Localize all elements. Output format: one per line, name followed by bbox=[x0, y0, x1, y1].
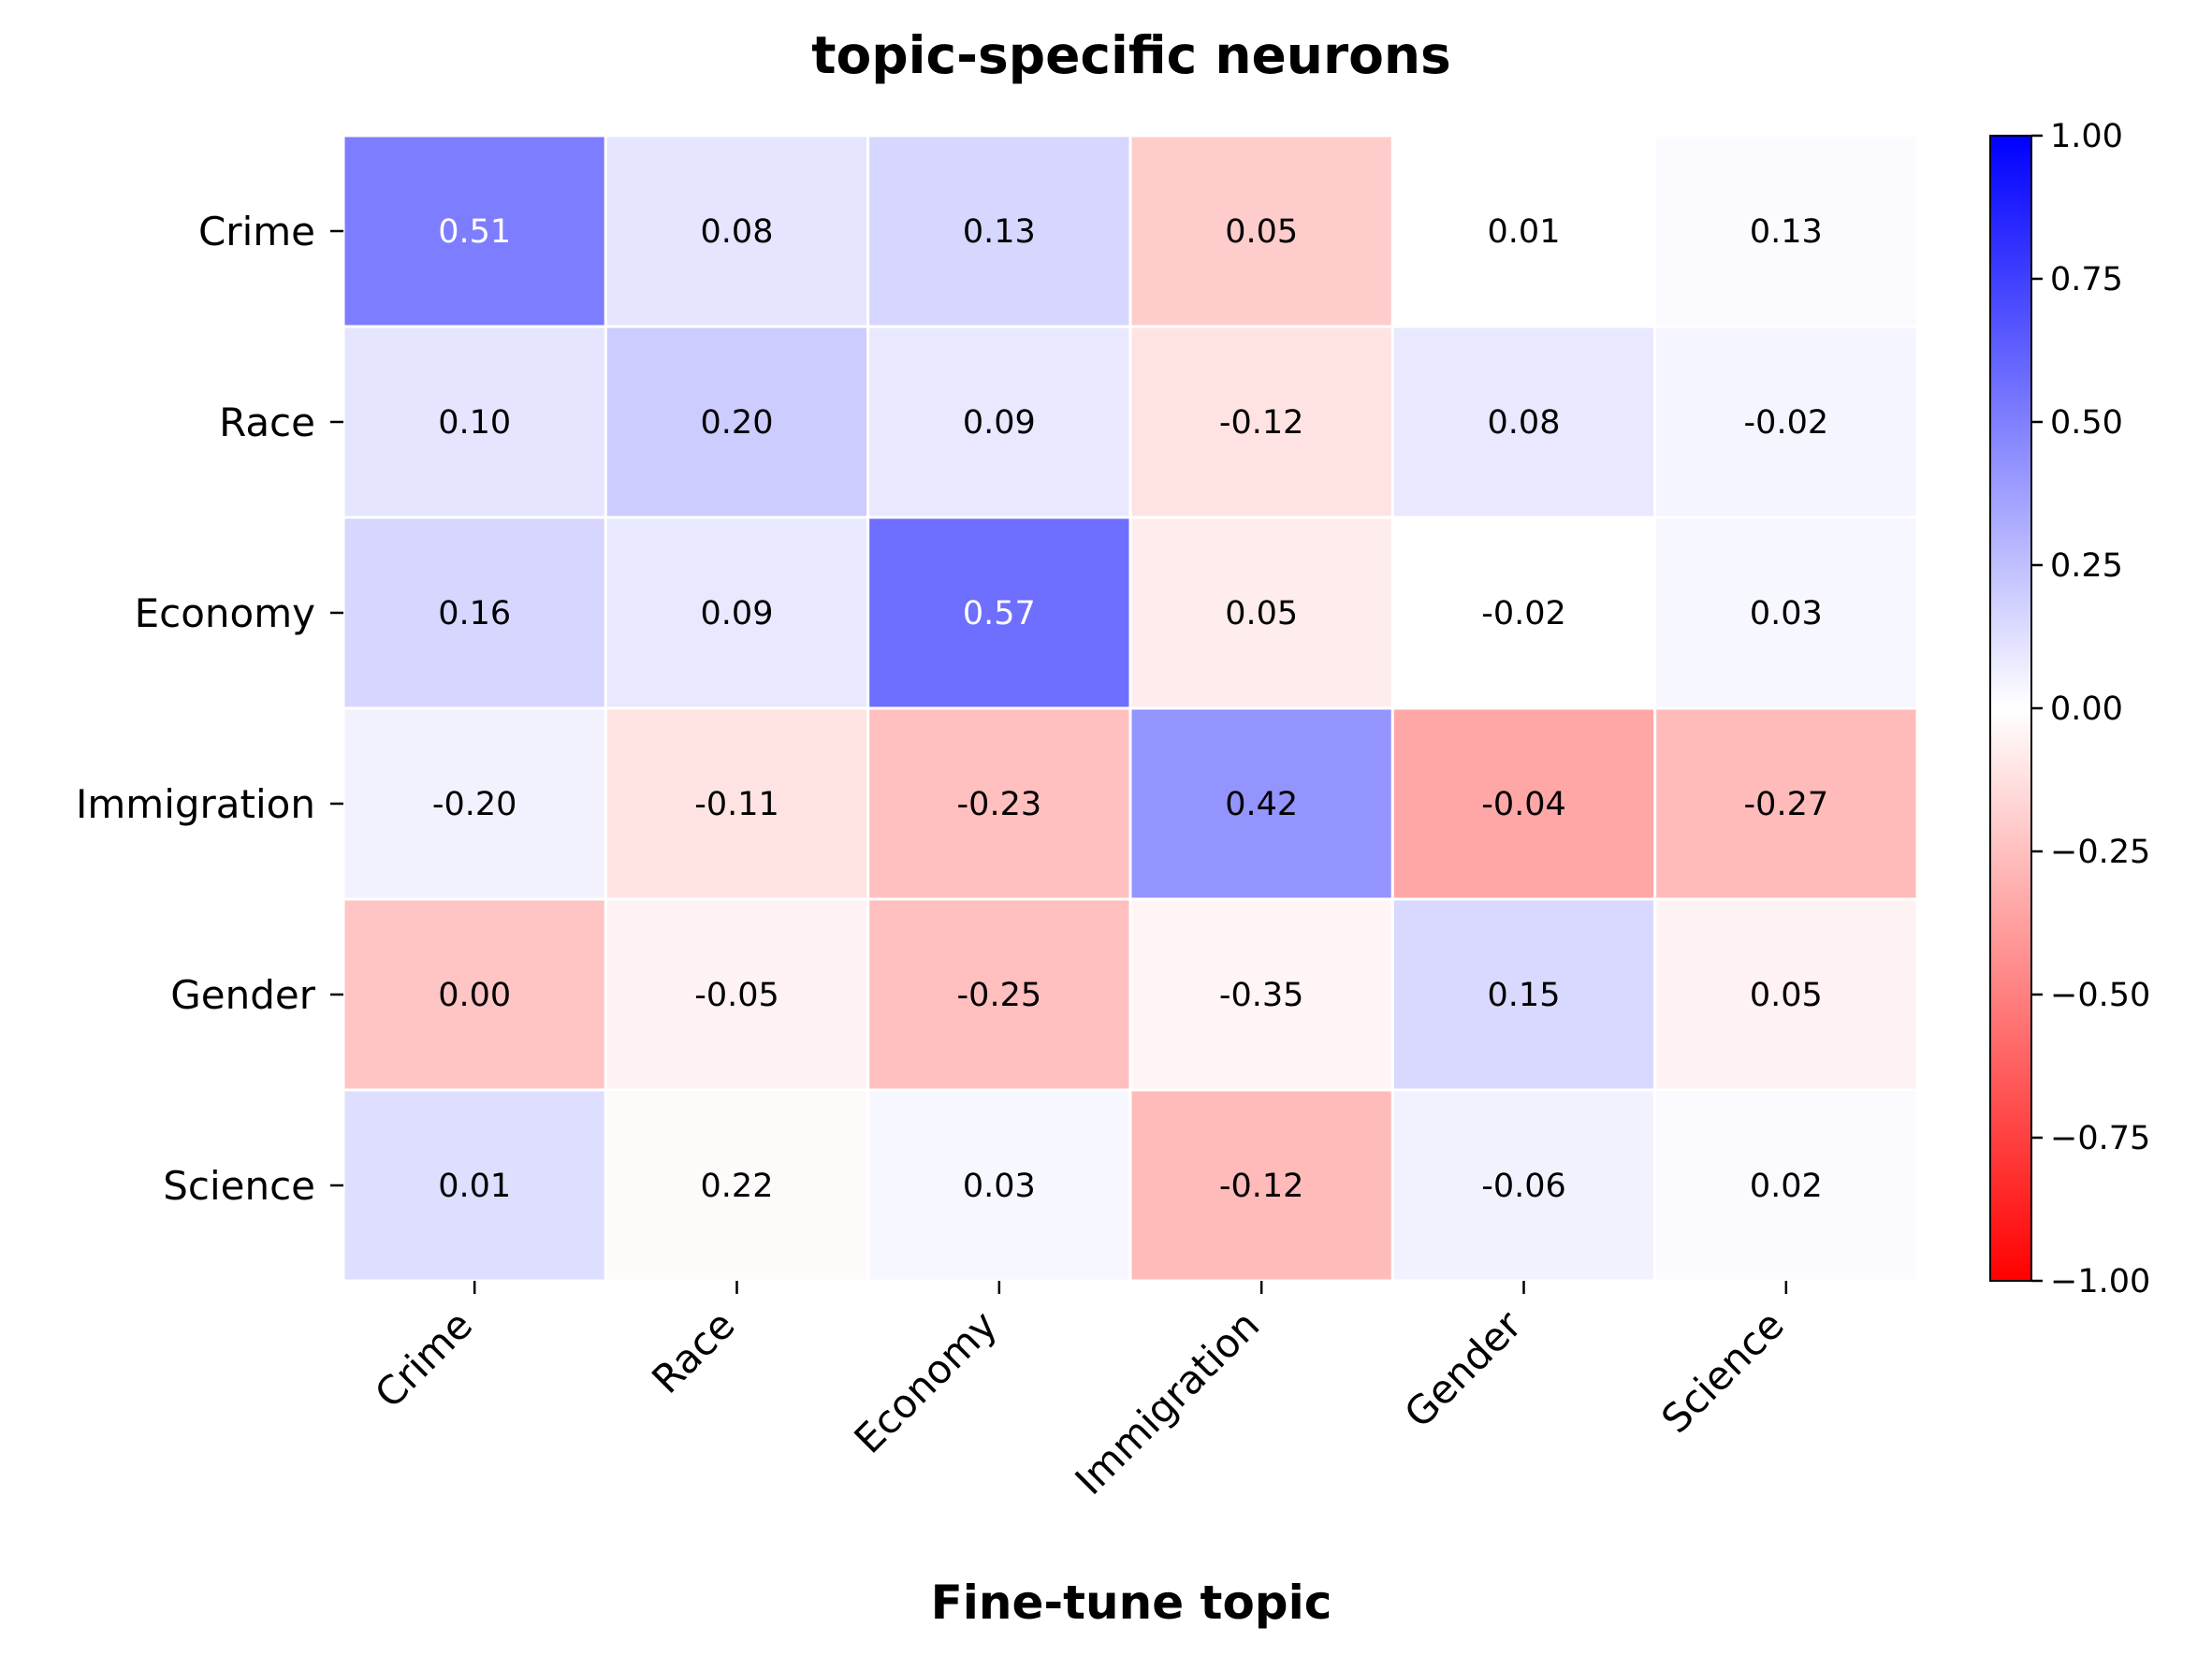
colorbar-tick-label: −0.75 bbox=[2050, 1120, 2150, 1157]
cell-value-label: 0.13 bbox=[963, 213, 1036, 251]
y-tick-label: Science bbox=[163, 1163, 315, 1209]
chart-title: topic-specific neurons bbox=[811, 25, 1451, 85]
heatmap-cell bbox=[866, 134, 1132, 328]
heatmap-cell bbox=[1128, 134, 1394, 328]
heatmap-cell bbox=[1390, 134, 1657, 328]
cell-value-label: -0.06 bbox=[1481, 1168, 1566, 1205]
x-tick-label: Science bbox=[1652, 1301, 1793, 1442]
cell-value-label: 0.03 bbox=[1750, 595, 1823, 632]
cell-value-label: 0.00 bbox=[438, 977, 511, 1014]
colorbar-tick-label: −0.25 bbox=[2050, 834, 2150, 871]
heatmap-cell bbox=[342, 706, 607, 901]
heatmap-cell bbox=[604, 325, 870, 519]
cell-value-label: -0.12 bbox=[1219, 404, 1304, 442]
heatmap-cell bbox=[1390, 706, 1657, 901]
cell-value-label: 0.09 bbox=[963, 404, 1036, 442]
heatmap-cells bbox=[342, 134, 1919, 1283]
cell-value-label: 0.51 bbox=[438, 213, 511, 251]
heatmap-cell bbox=[1653, 516, 1919, 710]
heatmap-cell bbox=[1653, 897, 1919, 1092]
heatmap-cell bbox=[1128, 706, 1394, 901]
cell-value-label: 0.03 bbox=[963, 1168, 1036, 1205]
colorbar-tick-label: 0.50 bbox=[2050, 404, 2123, 442]
heatmap-cell bbox=[1653, 325, 1919, 519]
cell-value-label: 0.08 bbox=[1488, 404, 1561, 442]
heatmap-cell bbox=[1390, 897, 1657, 1092]
heatmap-cell bbox=[1128, 516, 1394, 710]
heatmap-cell bbox=[1390, 516, 1657, 710]
heatmap-cell bbox=[604, 134, 870, 328]
cell-value-label: 0.42 bbox=[1225, 786, 1298, 823]
colorbar-tick-label: −1.00 bbox=[2050, 1263, 2150, 1300]
heatmap-cell bbox=[342, 897, 607, 1092]
cell-value-label: -0.27 bbox=[1744, 786, 1829, 823]
x-tick-label: Gender bbox=[1395, 1301, 1531, 1437]
y-tick-label: Immigration bbox=[76, 781, 315, 827]
y-tick-label: Crime bbox=[198, 209, 315, 254]
cell-value-label: -0.35 bbox=[1219, 977, 1304, 1014]
colorbar-tick-label: 0.75 bbox=[2050, 261, 2123, 298]
x-axis-label: Fine-tune topic bbox=[931, 1576, 1332, 1630]
x-tick-label: Crime bbox=[366, 1301, 481, 1416]
heatmap-cell bbox=[1653, 706, 1919, 901]
x-axis: Crime Race Economy Immigration Gender Science bbox=[366, 1281, 1793, 1503]
cell-value-label: 0.13 bbox=[1750, 213, 1823, 251]
cell-value-label: 0.02 bbox=[1750, 1168, 1823, 1205]
colorbar-tick-label: 1.00 bbox=[2050, 118, 2123, 155]
cell-value-label: 0.05 bbox=[1225, 595, 1298, 632]
cell-value-label: 0.08 bbox=[701, 213, 774, 251]
cell-value-label: -0.11 bbox=[694, 786, 779, 823]
cell-value-label: 0.01 bbox=[1488, 213, 1561, 251]
cell-value-label: 0.01 bbox=[438, 1168, 511, 1205]
cell-value-label: -0.20 bbox=[432, 786, 517, 823]
cell-value-label: 0.57 bbox=[963, 595, 1036, 632]
colorbar-tick-label: −0.50 bbox=[2050, 977, 2150, 1014]
cell-value-label: 0.16 bbox=[438, 595, 511, 632]
heatmap-cell bbox=[866, 706, 1132, 901]
cell-value-label: 0.20 bbox=[701, 404, 774, 442]
cell-value-label: -0.02 bbox=[1744, 404, 1829, 442]
cell-value-label: 0.15 bbox=[1488, 977, 1561, 1014]
heatmap-cell bbox=[1128, 325, 1394, 519]
cell-value-label: -0.02 bbox=[1481, 595, 1566, 632]
x-tick-label: Economy bbox=[845, 1301, 1005, 1461]
colorbar-ticks: 1.00 0.75 0.50 0.25 0.00 −0.25 −0.50 −0.75 −1.00 bbox=[2031, 118, 2150, 1300]
heatmap-cell bbox=[1390, 1088, 1657, 1283]
cell-value-label: -0.25 bbox=[957, 977, 1042, 1014]
cell-value-label: 0.09 bbox=[701, 595, 774, 632]
cell-value-label: -0.23 bbox=[957, 786, 1042, 823]
cell-value-label: 0.10 bbox=[438, 404, 511, 442]
cell-value-label: 0.05 bbox=[1225, 213, 1298, 251]
heatmap-cell bbox=[1653, 1088, 1919, 1283]
cell-value-label: -0.04 bbox=[1481, 786, 1566, 823]
colorbar bbox=[1989, 135, 2032, 1282]
y-tick-label: Gender bbox=[170, 972, 316, 1018]
colorbar-tick-label: 0.00 bbox=[2050, 690, 2123, 728]
cell-value-label: -0.12 bbox=[1219, 1168, 1304, 1205]
cell-value-label: 0.05 bbox=[1750, 977, 1823, 1014]
heatmap-cell bbox=[866, 897, 1132, 1092]
heatmap-cell bbox=[604, 516, 870, 710]
heatmap-cell bbox=[1653, 134, 1919, 328]
cell-value-label: 0.22 bbox=[701, 1168, 774, 1205]
y-axis: Crime Race Economy Immigration Gender Science bbox=[76, 209, 343, 1209]
heatmap-cell bbox=[604, 706, 870, 901]
heatmap-cell bbox=[342, 134, 607, 328]
y-tick-label: Race bbox=[219, 399, 315, 445]
cell-value-label: -0.05 bbox=[694, 977, 779, 1014]
heatmap-cell bbox=[342, 516, 607, 710]
colorbar-tick-label: 0.25 bbox=[2050, 547, 2123, 585]
heatmap-cell-labels: 0.51 0.08 0.13 0.05 0.01 0.13 0.10 0.20 0.09 -0.1… bbox=[432, 213, 1828, 1205]
y-tick-label: Economy bbox=[135, 590, 315, 636]
heatmap-cell bbox=[342, 1088, 607, 1283]
x-tick-label: Immigration bbox=[1067, 1301, 1269, 1503]
x-tick-label: Race bbox=[643, 1301, 743, 1402]
heatmap-cell bbox=[1128, 897, 1394, 1092]
